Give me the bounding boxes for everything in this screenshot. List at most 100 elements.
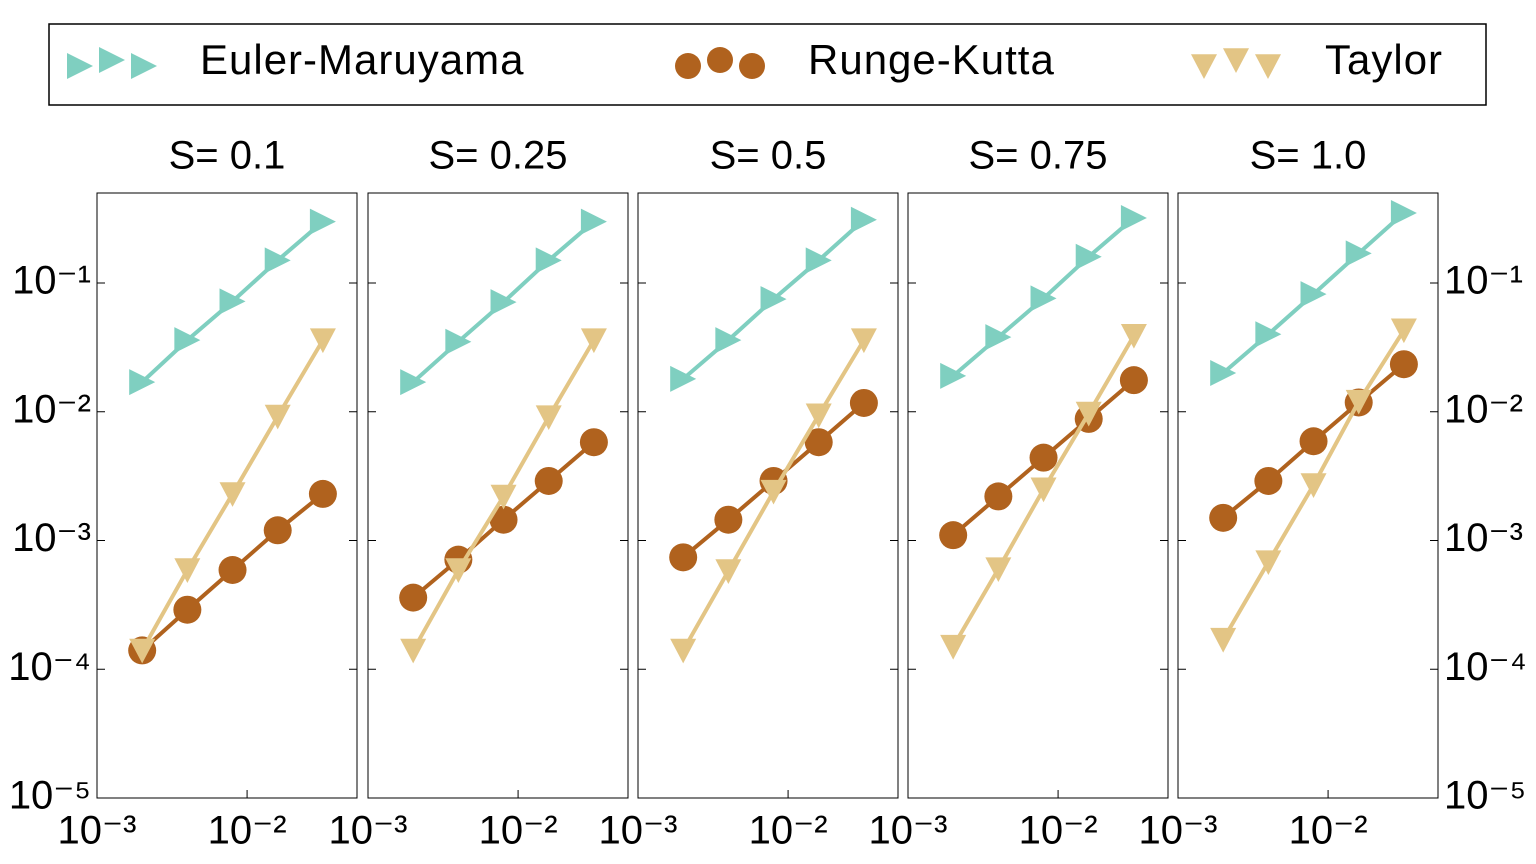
- series: [400, 208, 607, 396]
- y-tick-label: 10⁻³: [1444, 516, 1523, 560]
- marker-circle: [399, 583, 428, 612]
- marker-triangle: [400, 369, 427, 396]
- x-tick-label: 10⁻²: [1289, 809, 1368, 853]
- x-tick-label: 10⁻³: [58, 809, 137, 853]
- marker-circle: [984, 482, 1013, 511]
- x-tick-label: 10⁻³: [599, 809, 678, 853]
- panel-title: S= 0.1: [169, 134, 286, 178]
- y-tick-label: 10⁻³: [12, 516, 91, 560]
- x-tick-label: 10⁻²: [1019, 809, 1098, 853]
- marker-triangle: [1390, 199, 1417, 226]
- legend-label: Euler-Maruyama: [200, 36, 524, 83]
- marker-triangle: [1223, 48, 1249, 73]
- marker-triangle: [219, 288, 246, 315]
- marker-triangle: [1255, 321, 1282, 348]
- legend-label: Taylor: [1325, 36, 1443, 83]
- marker-circle: [308, 479, 337, 508]
- series: [670, 328, 877, 664]
- marker-triangle: [1075, 243, 1102, 270]
- marker-triangle: [445, 328, 472, 355]
- y-tick-label: 10⁻¹: [1444, 259, 1523, 303]
- panel-title: S= 0.75: [968, 134, 1107, 178]
- series: [940, 323, 1147, 660]
- series: [940, 204, 1147, 389]
- marker-triangle: [805, 403, 832, 429]
- marker-circle: [714, 505, 743, 534]
- plot-frame: [367, 192, 629, 799]
- marker-triangle: [1390, 318, 1417, 344]
- marker-triangle: [264, 247, 291, 274]
- y-tick-label: 10⁻¹: [12, 259, 91, 303]
- series: [1210, 199, 1417, 386]
- marker-triangle: [264, 404, 291, 430]
- marker-triangle: [1210, 627, 1237, 653]
- marker-triangle: [1030, 477, 1057, 503]
- x-tick-label: 10⁻²: [208, 809, 287, 853]
- marker-triangle: [1210, 359, 1237, 386]
- marker-triangle: [850, 206, 877, 233]
- marker-circle: [1389, 350, 1418, 379]
- marker-triangle: [445, 558, 472, 583]
- marker-circle: [1209, 503, 1238, 532]
- marker-triangle: [940, 634, 967, 660]
- marker-triangle: [131, 53, 157, 79]
- marker-triangle: [129, 369, 156, 396]
- marker-triangle: [490, 484, 517, 510]
- marker-triangle: [580, 208, 607, 235]
- marker-triangle: [760, 286, 787, 313]
- marker-triangle: [1120, 323, 1147, 349]
- marker-triangle: [1255, 54, 1281, 79]
- plot-frame: [96, 192, 358, 799]
- marker-triangle: [1120, 204, 1147, 231]
- marker-triangle: [174, 558, 201, 583]
- marker-circle: [849, 388, 878, 417]
- marker-triangle: [1300, 281, 1327, 308]
- marker-triangle: [1075, 401, 1102, 427]
- marker-circle: [804, 428, 833, 457]
- marker-triangle: [715, 327, 742, 354]
- marker-triangle: [805, 247, 832, 274]
- x-tick-label: 10⁻²: [479, 809, 558, 853]
- series: [399, 428, 608, 612]
- marker-triangle: [1191, 54, 1217, 79]
- marker-triangle: [400, 638, 427, 664]
- series: [1210, 318, 1417, 653]
- y-tick-label: 10⁻⁴: [8, 645, 91, 689]
- marker-triangle: [1345, 240, 1372, 267]
- marker-triangle: [1300, 473, 1327, 498]
- marker-triangle: [309, 208, 336, 235]
- marker-triangle: [1345, 389, 1372, 415]
- marker-circle: [939, 521, 968, 550]
- panel-title: S= 0.25: [428, 134, 567, 178]
- marker-circle: [1299, 427, 1328, 456]
- series: [939, 366, 1148, 550]
- marker-triangle: [99, 47, 125, 73]
- marker-triangle: [1030, 285, 1057, 312]
- marker-circle: [1254, 466, 1283, 495]
- marker-triangle: [985, 324, 1012, 351]
- series: [1209, 350, 1418, 532]
- marker-triangle: [940, 362, 967, 389]
- marker-circle: [173, 595, 202, 624]
- marker-circle: [707, 47, 733, 73]
- marker-triangle: [535, 247, 562, 274]
- marker-circle: [534, 466, 563, 495]
- marker-triangle: [715, 559, 742, 584]
- series: [128, 479, 337, 665]
- plot-frame: [1177, 192, 1439, 799]
- marker-triangle: [985, 557, 1012, 583]
- marker-circle: [739, 53, 765, 79]
- marker-circle: [669, 543, 698, 572]
- legend-box: [48, 23, 1487, 106]
- x-tick-label: 10⁻³: [869, 809, 948, 853]
- series: [129, 328, 336, 664]
- marker-triangle: [129, 638, 156, 664]
- series: [400, 328, 607, 664]
- marker-triangle: [1255, 550, 1282, 576]
- y-tick-label: 10⁻²: [12, 387, 91, 431]
- panel-title: S= 1.0: [1250, 134, 1367, 178]
- marker-triangle: [174, 327, 201, 354]
- marker-triangle: [219, 482, 246, 507]
